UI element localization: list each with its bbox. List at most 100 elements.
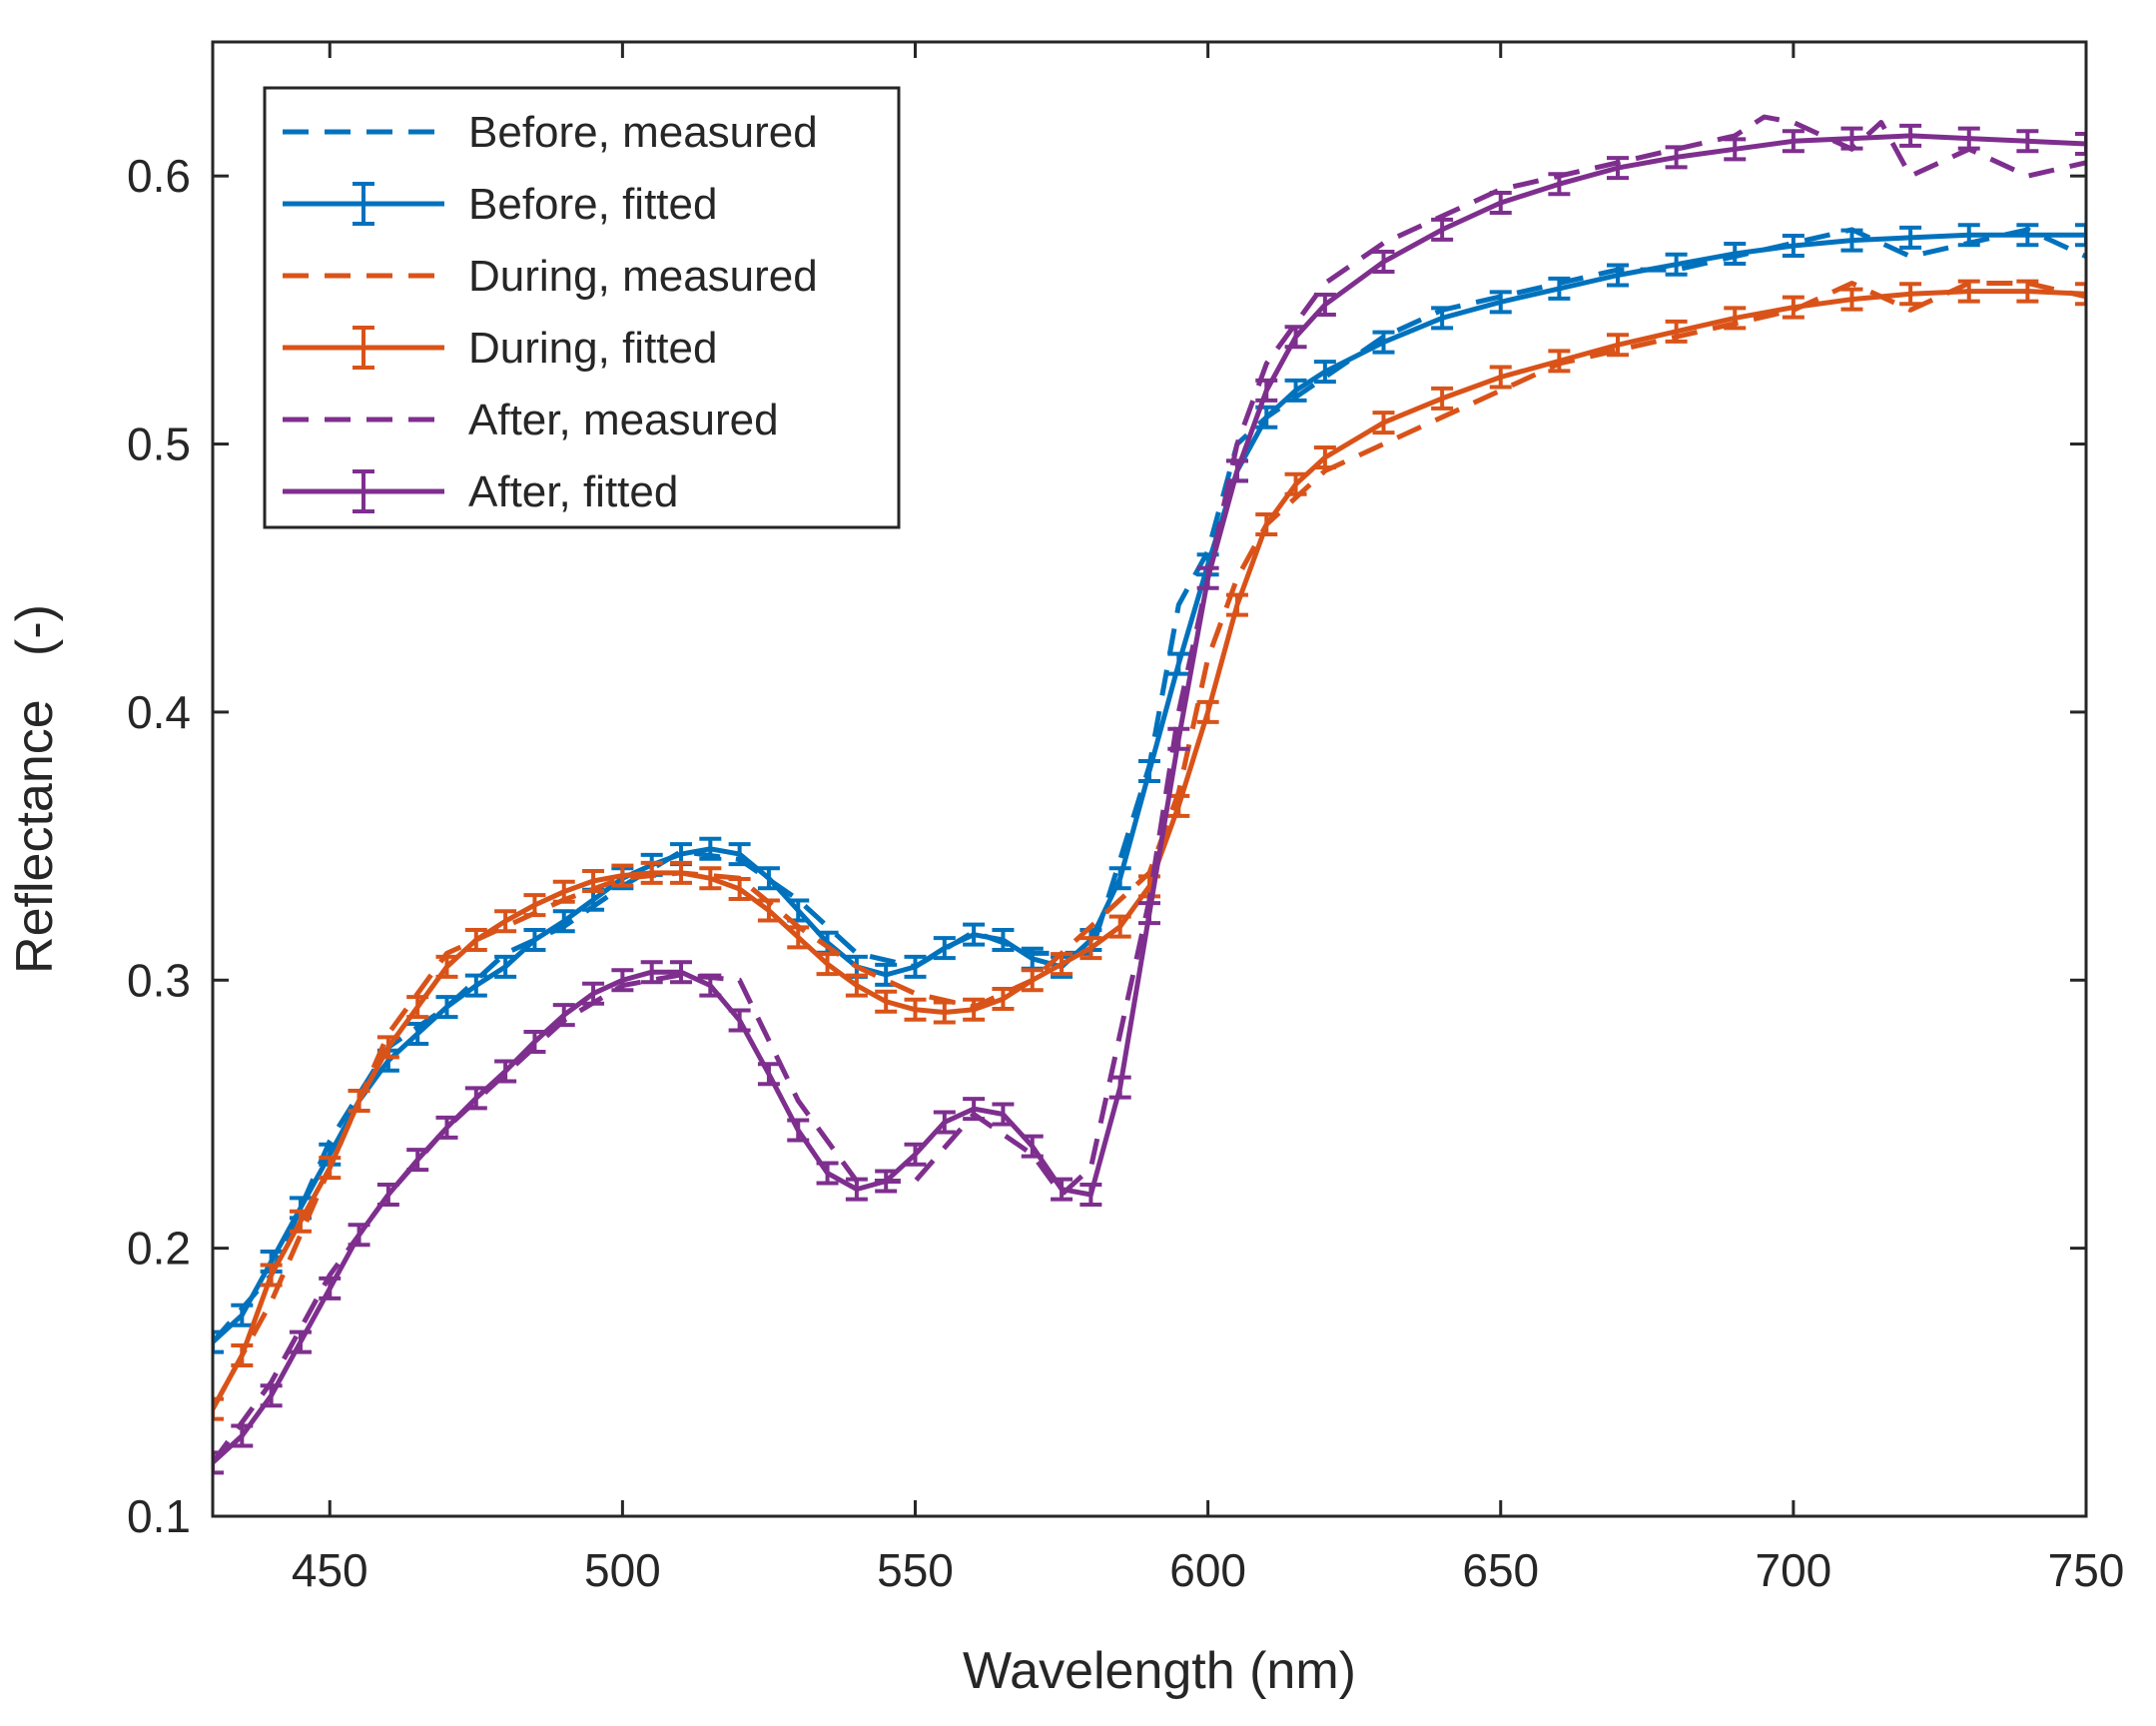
error-bar-point — [1724, 242, 1747, 267]
error-bar-point — [875, 989, 898, 1014]
error-bar-point — [1225, 592, 1248, 617]
error-bar-point — [1607, 333, 1629, 358]
error-bar-point — [992, 928, 1015, 953]
error-bar-point — [1196, 699, 1219, 724]
error-bar-point — [1724, 137, 1747, 162]
y-tick-label: 0.5 — [127, 419, 191, 470]
error-bar-point — [757, 866, 780, 891]
legend-error-bar-glyph — [353, 326, 374, 370]
error-bar-point — [1313, 360, 1336, 385]
x-tick-label: 600 — [1169, 1544, 1246, 1596]
legend-label: During, measured — [468, 252, 818, 301]
error-bar-point — [2075, 282, 2086, 307]
error-bar-point — [494, 954, 517, 979]
error-bar-point — [1372, 250, 1395, 275]
error-bar-point — [1255, 378, 1278, 403]
y-tick-label: 0.4 — [127, 686, 191, 738]
error-bar-point — [289, 1209, 312, 1234]
error-bar-point — [1431, 306, 1454, 331]
error-bar-point — [904, 997, 927, 1022]
error-bar-point — [904, 1142, 927, 1167]
error-bar-point — [435, 1115, 458, 1140]
error-bar-point — [845, 1177, 868, 1202]
error-bar-point — [552, 1003, 575, 1028]
error-bar-point — [1138, 758, 1160, 783]
error-bar-point — [1225, 458, 1248, 483]
legend-entry-before-fitted: Before, fitted — [283, 180, 717, 229]
error-bar-point — [523, 1030, 546, 1054]
legend-entry-after-measured: After, measured — [283, 396, 779, 444]
error-bar-point — [816, 952, 839, 977]
x-tick-label: 500 — [584, 1544, 661, 1596]
error-bar-point — [1548, 349, 1571, 374]
axes-layer: 450 500 550 600 650 700 750 0.1 0.2 0.3 0.4 0.5 0.6 — [127, 40, 2124, 1596]
error-bar-point — [1548, 172, 1571, 197]
error-bar-point — [963, 922, 986, 947]
error-bar-point — [728, 877, 751, 902]
error-bar-point — [1079, 936, 1102, 961]
x-tick-label: 700 — [1756, 1544, 1832, 1596]
error-bar-point — [435, 954, 458, 979]
error-bar-point — [1665, 145, 1688, 170]
error-bar-point — [231, 1302, 254, 1327]
error-bar-point — [1051, 1177, 1074, 1202]
error-bar-point — [1313, 444, 1336, 469]
error-bar-point — [213, 1450, 224, 1475]
y-axis-label: Reflectance (-) — [6, 604, 64, 974]
error-bar-point — [1840, 287, 1863, 312]
error-bar-point — [406, 1021, 429, 1046]
error-bar-point — [699, 866, 722, 891]
error-bar-point — [787, 1118, 810, 1143]
error-bar-point — [213, 1329, 224, 1354]
error-bar-point — [1167, 651, 1190, 676]
error-bar-point — [1021, 1134, 1044, 1159]
error-bar-point — [1372, 330, 1395, 355]
error-bar-point — [1372, 411, 1395, 435]
error-bar-point — [1108, 866, 1131, 891]
series-line-before-fitted — [213, 232, 2086, 1344]
error-bar-point — [1138, 901, 1160, 926]
error-bar-point — [816, 1161, 839, 1186]
error-bar-point — [1665, 252, 1688, 277]
error-bar-point — [464, 1086, 487, 1111]
error-bar-point — [728, 842, 751, 867]
error-bar-point — [1840, 126, 1863, 151]
legend-label: After, measured — [468, 396, 779, 444]
legend-error-bar-glyph — [353, 469, 374, 513]
error-bar-point — [787, 925, 810, 950]
error-bar-point — [757, 898, 780, 923]
y-tick-label: 0.6 — [127, 150, 191, 202]
axes-box — [211, 40, 2088, 1518]
error-bar-point — [933, 1110, 956, 1135]
error-bar-point — [1284, 471, 1307, 496]
error-bar-point — [670, 860, 692, 885]
error-bar-point — [963, 1097, 986, 1122]
error-bar-point — [464, 928, 487, 953]
error-bar-point — [1284, 325, 1307, 350]
error-bar-point — [1196, 565, 1219, 590]
error-bar-point — [464, 973, 487, 998]
error-bar-point — [1548, 276, 1571, 301]
error-bar-point — [213, 1396, 224, 1421]
y-tick-label: 0.1 — [127, 1490, 191, 1542]
error-bar-point — [1899, 282, 1922, 307]
error-bar-point — [1607, 156, 1629, 181]
legend-label: Before, measured — [468, 108, 818, 157]
error-bar-point — [640, 860, 663, 885]
error-bar-point — [2016, 279, 2039, 304]
error-bar-point — [348, 1089, 370, 1114]
error-bar-point — [435, 995, 458, 1020]
error-bar-point — [1782, 129, 1804, 154]
error-bar-point — [231, 1423, 254, 1448]
error-bar-point — [1167, 726, 1190, 751]
error-bars-after-fitted — [213, 123, 2086, 1475]
series-line-after-fitted — [213, 133, 2086, 1465]
error-bar-point — [2016, 129, 2039, 154]
error-bar-point — [611, 863, 634, 888]
x-tick-label: 650 — [1462, 1544, 1539, 1596]
error-bar-point — [376, 1035, 399, 1060]
error-bar-point — [1724, 306, 1747, 331]
error-bar-point — [231, 1342, 254, 1367]
error-bar-point — [904, 954, 927, 979]
error-bar-point — [376, 1182, 399, 1207]
